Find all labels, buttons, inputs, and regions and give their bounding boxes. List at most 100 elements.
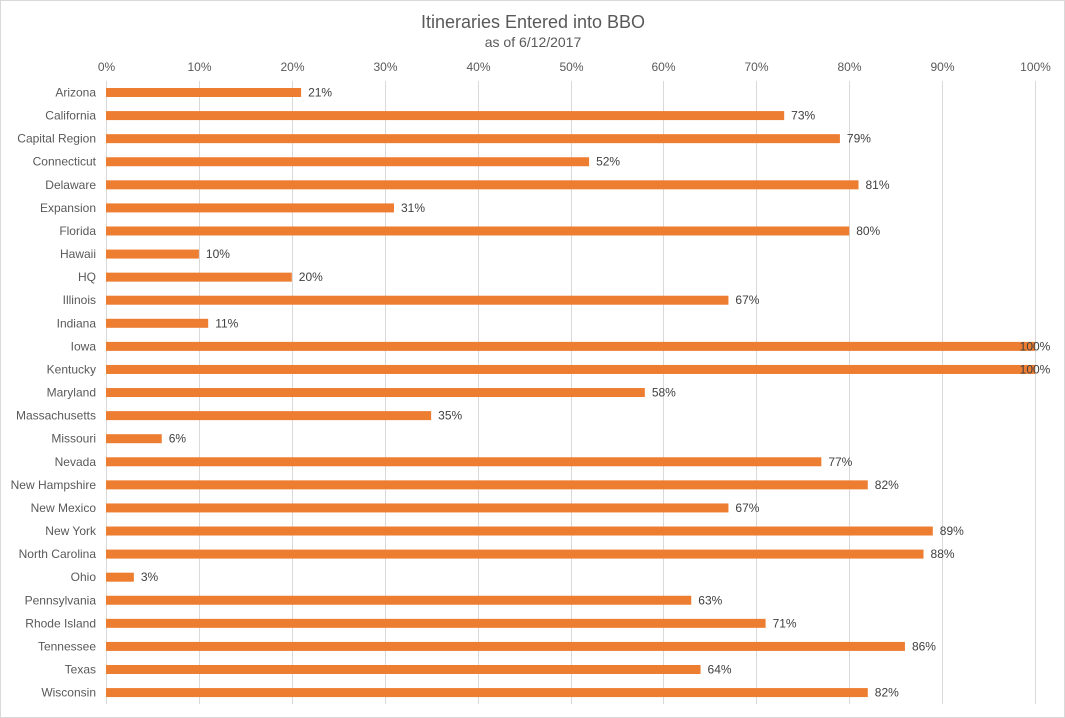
x-tick-label: 80% [837, 60, 861, 74]
bar [106, 249, 199, 259]
category-label: Rhode Island [25, 616, 96, 630]
category-label: Kentucky [47, 362, 96, 376]
data-label: 89% [940, 524, 964, 538]
bar [106, 180, 859, 190]
category-label: Expansion [40, 201, 96, 215]
chart-subtitle: as of 6/12/2017 [485, 34, 582, 50]
category-label: Florida [59, 224, 96, 238]
bar [106, 595, 692, 605]
category-label: Arizona [55, 86, 96, 100]
data-label: 67% [735, 501, 759, 515]
data-label: 52% [596, 155, 620, 169]
data-label: 35% [438, 409, 462, 423]
category-label: Texas [65, 663, 96, 677]
data-label: 86% [912, 639, 936, 653]
bar [106, 665, 701, 674]
data-label: 100% [1020, 362, 1051, 376]
category-labels: Arizona California Capital Region Connectic… [11, 86, 97, 700]
bar [106, 157, 590, 167]
x-tick-label: 0% [98, 60, 116, 74]
data-label: 81% [865, 178, 889, 192]
category-label: Connecticut [33, 155, 97, 169]
bar [106, 341, 1035, 351]
bar [106, 457, 822, 467]
data-label: 20% [299, 270, 323, 284]
x-tick-label: 70% [744, 60, 768, 74]
data-label: 82% [875, 478, 899, 492]
bar [106, 272, 292, 282]
bar [106, 411, 432, 421]
bar [106, 526, 933, 536]
category-label: Tennessee [38, 639, 96, 653]
data-label: 10% [206, 247, 230, 261]
category-label: New Hampshire [11, 478, 97, 492]
bar [106, 503, 729, 513]
category-label: North Carolina [19, 547, 97, 561]
category-label: Iowa [71, 339, 97, 353]
category-label: HQ [78, 270, 96, 284]
bar [106, 434, 162, 444]
data-label: 58% [652, 386, 676, 400]
chart-title: Itineraries Entered into BBO [421, 12, 645, 32]
data-label: 71% [773, 616, 797, 630]
category-label: Illinois [63, 293, 96, 307]
category-label: New Mexico [31, 501, 97, 515]
data-label: 79% [847, 132, 871, 146]
bar [106, 318, 209, 328]
category-label: Hawaii [60, 247, 96, 261]
bar [106, 618, 766, 628]
x-tick-label: 90% [930, 60, 954, 74]
bar [106, 388, 645, 398]
bar [106, 111, 785, 121]
category-label: Wisconsin [41, 686, 96, 700]
bar [106, 364, 1035, 374]
data-label: 31% [401, 201, 425, 215]
category-label: Pennsylvania [25, 593, 97, 607]
data-label: 82% [875, 686, 899, 700]
bar [106, 134, 840, 144]
x-tick-label: 100% [1020, 60, 1051, 74]
bars [106, 88, 1035, 698]
x-tick-label: 30% [373, 60, 397, 74]
category-label: Delaware [45, 178, 96, 192]
data-label: 73% [791, 109, 815, 123]
bar [106, 295, 729, 305]
category-label: Massachusetts [16, 409, 96, 423]
bar [106, 549, 924, 559]
bar [106, 88, 302, 97]
x-tick-label: 50% [559, 60, 583, 74]
x-tick-label: 40% [466, 60, 490, 74]
category-label: California [45, 109, 96, 123]
category-label: Missouri [51, 432, 96, 446]
data-label: 77% [828, 455, 852, 469]
data-label: 80% [856, 224, 880, 238]
bar [106, 688, 868, 698]
bar [106, 226, 850, 236]
data-label: 88% [931, 547, 955, 561]
bar [106, 203, 394, 213]
category-label: Capital Region [17, 132, 96, 146]
category-label: Indiana [57, 316, 97, 330]
data-label: 64% [708, 663, 732, 677]
data-label: 67% [735, 293, 759, 307]
category-label: Maryland [47, 386, 96, 400]
bar [106, 572, 134, 582]
data-label: 63% [698, 593, 722, 607]
data-label: 6% [169, 432, 187, 446]
data-label: 21% [308, 86, 332, 100]
x-axis-ticks: 0% 10% 20% 30% 40% 50% 60% 70% 80% 90% 100% [98, 60, 1051, 74]
x-tick-label: 20% [280, 60, 304, 74]
data-label: 100% [1020, 339, 1051, 353]
data-label: 11% [215, 316, 238, 330]
category-label: Ohio [71, 570, 97, 584]
data-label: 3% [141, 570, 159, 584]
data-labels: 21% 73% 79% 52% 81% 31% 80% 10% 20% 67% 11% 100% 100… [141, 86, 1051, 700]
x-tick-label: 60% [651, 60, 675, 74]
bar [106, 641, 905, 651]
category-label: Nevada [55, 455, 97, 469]
category-label: New York [45, 524, 97, 538]
x-tick-label: 10% [187, 60, 211, 74]
bar [106, 480, 868, 490]
